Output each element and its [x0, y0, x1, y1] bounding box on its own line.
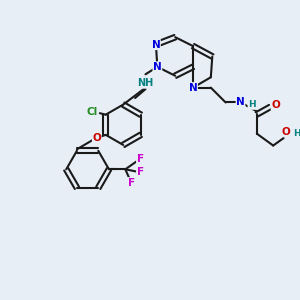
Text: F: F: [128, 178, 135, 188]
Text: O: O: [282, 127, 290, 136]
Text: N: N: [152, 40, 160, 50]
Text: O: O: [92, 133, 101, 143]
Text: NH: NH: [137, 78, 154, 88]
Text: Cl: Cl: [87, 107, 98, 117]
Text: N: N: [236, 98, 245, 107]
Text: O: O: [271, 100, 280, 110]
Text: F: F: [136, 167, 144, 177]
Text: N: N: [189, 82, 197, 93]
Text: H: H: [293, 129, 300, 138]
Text: F: F: [136, 154, 144, 164]
Text: N: N: [153, 62, 162, 72]
Text: H: H: [248, 100, 256, 109]
